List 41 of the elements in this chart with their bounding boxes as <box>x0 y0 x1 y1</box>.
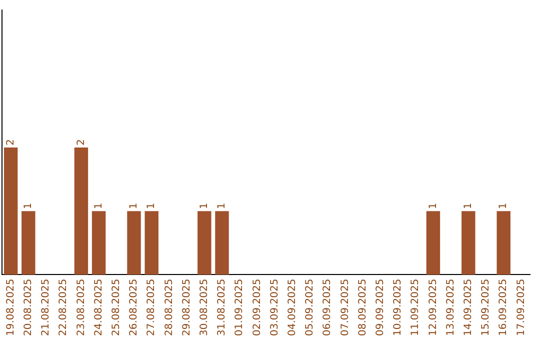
x-tick-label: 09.09.2025 <box>374 278 386 336</box>
x-tick-label: 23.08.2025 <box>76 278 87 336</box>
x-tick-label: 14.09.2025 <box>462 278 474 336</box>
x-tick-label: 30.08.2025 <box>198 278 210 336</box>
data-label: 1 <box>128 202 140 210</box>
x-tick-label: 28.08.2025 <box>164 278 175 336</box>
data-label: 1 <box>498 202 510 210</box>
x-tick-label: 27.08.2025 <box>146 278 158 336</box>
x-tick-label: 07.09.2025 <box>340 278 351 336</box>
data-label: 1 <box>22 202 34 210</box>
x-tick-label: 17.09.2025 <box>516 278 527 336</box>
data-label: 1 <box>93 202 104 210</box>
x-tick-label: 22.08.2025 <box>58 278 70 336</box>
data-label: 1 <box>462 202 474 210</box>
data-label: 1 <box>146 202 158 210</box>
data-label: 1 <box>428 202 439 210</box>
x-tick-label: 12.09.2025 <box>428 278 439 336</box>
x-tick-label: 06.09.2025 <box>322 278 334 336</box>
data-label: 1 <box>198 202 210 210</box>
x-tick-label: 19.08.2025 <box>5 278 16 336</box>
x-tick-label: 04.09.2025 <box>286 278 298 336</box>
x-tick-label: 08.09.2025 <box>357 278 368 336</box>
x-tick-label: 20.08.2025 <box>22 278 34 336</box>
data-label: 2 <box>76 139 87 146</box>
x-tick-label: 15.09.2025 <box>480 278 492 336</box>
x-tick-label: 25.08.2025 <box>110 278 122 336</box>
x-tick-label: 29.08.2025 <box>181 278 192 336</box>
x-tick-label: 16.09.2025 <box>498 278 510 336</box>
x-tick-label: 26.08.2025 <box>128 278 140 336</box>
data-label: 2 <box>5 139 16 146</box>
x-tick-label: 01.09.2025 <box>234 278 246 336</box>
x-tick-label: 21.08.2025 <box>40 278 52 336</box>
x-tick-label: 03.09.2025 <box>269 278 280 336</box>
x-tick-label: 11.09.2025 <box>410 278 422 336</box>
x-tick-label: 31.08.2025 <box>216 278 228 336</box>
x-tick-label: 05.09.2025 <box>304 278 316 336</box>
x-tick-label: 02.09.2025 <box>252 278 263 336</box>
data-label: 1 <box>216 202 228 210</box>
x-tick-label: 24.08.2025 <box>93 278 104 336</box>
x-tick-label: 10.09.2025 <box>392 278 404 336</box>
x-tick-label: 13.09.2025 <box>445 278 456 336</box>
